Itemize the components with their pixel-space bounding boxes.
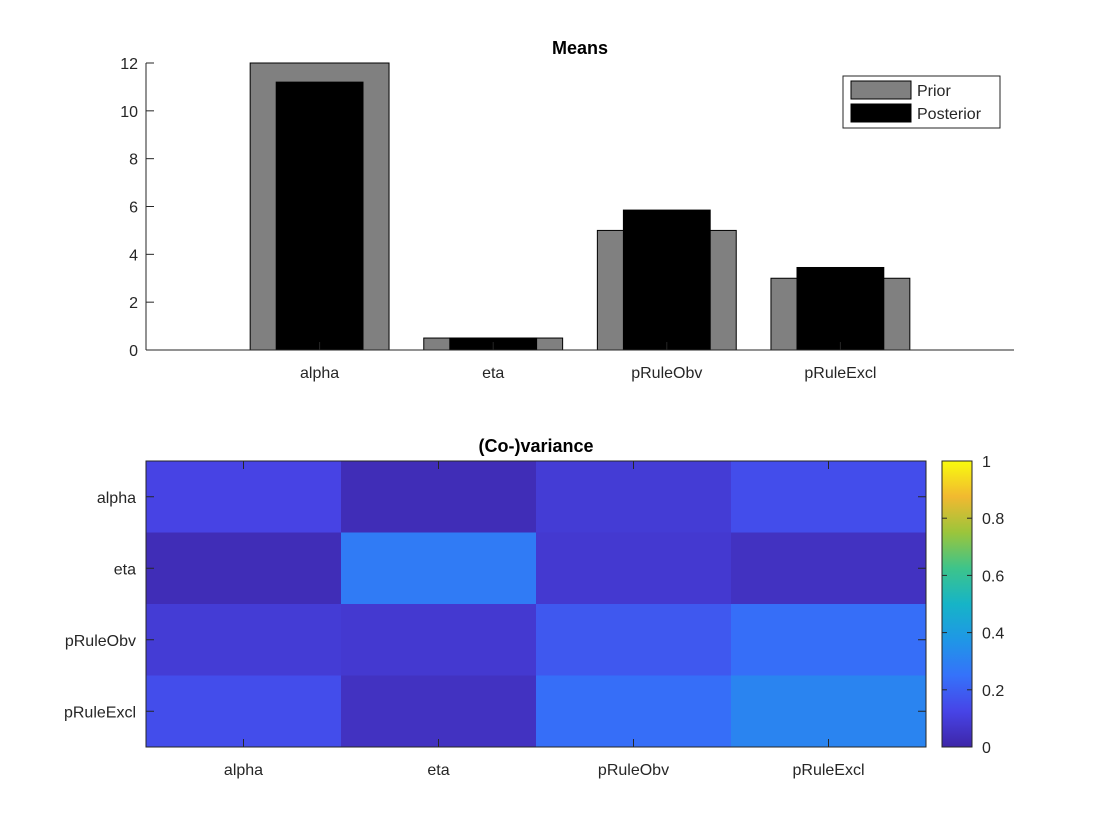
heatmap-cell-alpha-alpha: [146, 461, 342, 533]
colorbar-tick-label: 0: [982, 740, 991, 757]
heatmap-cell-eta-pRuleExcl: [731, 532, 927, 605]
heatmap-cell-pRuleObv-pRuleObv: [536, 604, 732, 676]
means-x-tick-label: eta: [482, 365, 504, 382]
heatmap-frame: [145, 460, 927, 748]
heatmap-cell-eta-alpha: [146, 532, 342, 605]
heatmap-y-tick-label: eta: [114, 561, 136, 578]
means-title: Means: [552, 38, 608, 58]
legend-prior-swatch: [850, 80, 912, 100]
means-y-tick-label: 0: [129, 343, 138, 360]
bar-posterior-pRuleExcl: [796, 266, 885, 351]
means-x-axis: alpha eta pRuleObv pRuleExcl: [300, 342, 876, 382]
legend-posterior-swatch: [850, 103, 912, 123]
means-y-tick-label: 6: [129, 200, 138, 217]
heatmap-cell-pRuleExcl-pRuleExcl: [731, 675, 927, 748]
means-x-tick-label: alpha: [300, 365, 339, 382]
means-chart: Means 0 2 4 6 8 10 12 alpha eta pRuleObv pRuleExc…: [120, 38, 1014, 382]
bar-posterior-pRuleObv: [622, 209, 711, 351]
heatmap-cell-eta-pRuleObv: [536, 532, 732, 605]
heatmap-cell-eta-eta: [341, 532, 537, 605]
heatmap-x-tick-label: eta: [427, 762, 449, 779]
colorbar-tick-label: 0.4: [982, 626, 1004, 643]
means-y-tick-label: 10: [120, 104, 138, 121]
colorbar-tick-label: 1: [982, 454, 991, 471]
heatmap-x-tick-label: alpha: [224, 762, 263, 779]
heatmap-cell-pRuleObv-eta: [341, 604, 537, 676]
means-x-tick-label: pRuleObv: [631, 365, 702, 382]
colorbar-tick-label: 0.2: [982, 683, 1004, 700]
heatmap-cell-alpha-eta: [341, 461, 537, 533]
heatmap-cell-pRuleObv-pRuleExcl: [731, 604, 927, 676]
means-y-tick-label: 4: [129, 247, 138, 264]
heatmap-cell-pRuleExcl-pRuleObv: [536, 675, 732, 748]
legend-prior-label: Prior: [917, 83, 951, 100]
heatmap-y-tick-label: pRuleObv: [65, 633, 136, 650]
means-bars: [249, 62, 911, 351]
means-x-tick-label: pRuleExcl: [804, 365, 876, 382]
covariance-title: (Co-)variance: [478, 436, 593, 456]
means-y-tick-label: 2: [129, 295, 138, 312]
means-y-axis: 0 2 4 6 8 10 12: [120, 56, 154, 360]
heatmap-y-axis: alpha eta pRuleObv pRuleExcl: [64, 490, 926, 721]
heatmap-cells: [146, 461, 927, 748]
heatmap-x-tick-label: pRuleExcl: [792, 762, 864, 779]
legend: Prior Posterior: [842, 75, 1001, 129]
heatmap-cell-alpha-pRuleExcl: [731, 461, 927, 533]
means-y-tick-label: 8: [129, 152, 138, 169]
heatmap-x-tick-label: pRuleObv: [598, 762, 669, 779]
colorbar-tick-label: 0.8: [982, 511, 1004, 528]
heatmap-cell-pRuleObv-alpha: [146, 604, 342, 676]
bar-posterior-alpha: [275, 81, 364, 351]
colorbar-tick-label: 0.6: [982, 568, 1004, 585]
heatmap-y-tick-label: alpha: [97, 490, 136, 507]
colorbar: [941, 460, 973, 748]
legend-posterior-label: Posterior: [917, 106, 982, 123]
heatmap-y-tick-label: pRuleExcl: [64, 704, 136, 721]
means-y-tick-label: 12: [120, 56, 138, 73]
colorbar-axis: 0 0.2 0.4 0.6 0.8 1: [942, 454, 1004, 757]
heatmap-x-axis: alpha eta pRuleObv pRuleExcl: [224, 461, 865, 779]
heatmap-cell-pRuleExcl-eta: [341, 675, 537, 748]
covariance-chart: (Co-)variance alphaetapRuleObvpRuleExcl …: [64, 436, 1004, 779]
heatmap-cell-alpha-pRuleObv: [536, 461, 732, 533]
heatmap-cell-pRuleExcl-alpha: [146, 675, 342, 748]
